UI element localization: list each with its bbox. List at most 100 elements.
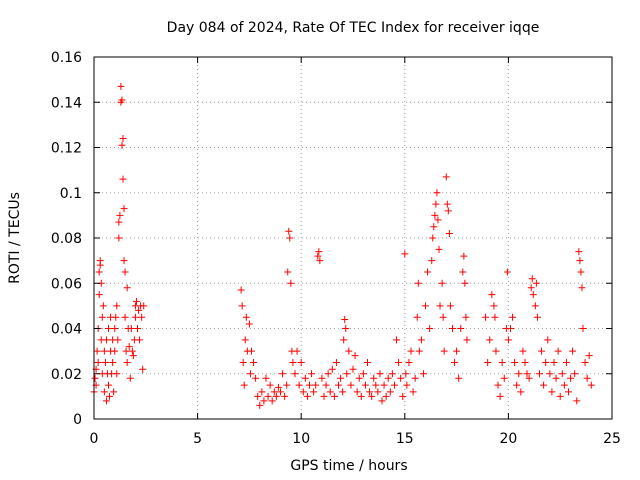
data-point xyxy=(567,374,575,382)
data-point xyxy=(284,268,292,276)
data-point xyxy=(407,347,415,355)
data-point xyxy=(504,336,512,344)
data-point xyxy=(123,358,131,366)
data-point xyxy=(552,374,560,382)
y-tick-label: 0.08 xyxy=(51,231,82,247)
x-axis-label: GPS time / hours xyxy=(290,458,407,474)
data-point xyxy=(98,313,106,321)
data-point xyxy=(100,347,108,355)
data-point xyxy=(433,189,441,197)
data-point xyxy=(380,381,388,389)
y-tick-labels: 0 0.02 0.04 0.06 0.08 0.1 0.12 0.14 0.16 xyxy=(51,50,82,428)
data-point xyxy=(332,358,340,366)
data-point xyxy=(578,284,586,292)
data-point xyxy=(312,381,320,389)
data-point xyxy=(303,392,311,400)
data-point xyxy=(503,268,511,276)
data-point xyxy=(95,268,103,276)
data-point xyxy=(455,374,463,382)
data-point xyxy=(546,370,554,378)
data-point xyxy=(361,381,369,389)
data-point xyxy=(318,374,326,382)
data-point xyxy=(111,347,119,355)
data-point xyxy=(295,381,303,389)
data-point xyxy=(443,200,451,208)
data-point xyxy=(528,275,536,283)
data-point xyxy=(308,370,316,378)
data-point xyxy=(372,381,380,389)
data-point xyxy=(355,374,363,382)
data-point xyxy=(556,392,564,400)
data-point xyxy=(93,347,101,355)
data-point xyxy=(500,374,508,382)
data-point xyxy=(388,370,396,378)
data-point xyxy=(239,358,247,366)
data-point xyxy=(125,343,133,351)
data-point xyxy=(370,374,378,382)
data-point xyxy=(498,358,506,366)
data-point xyxy=(431,211,439,219)
y-tick-label: 0.12 xyxy=(51,141,82,157)
data-point xyxy=(494,381,502,389)
data-point xyxy=(529,291,537,299)
data-point xyxy=(128,347,136,355)
data-point xyxy=(525,374,533,382)
data-point xyxy=(258,388,266,396)
x-tick-labels: 0 5 10 15 20 25 xyxy=(90,431,621,447)
data-point xyxy=(315,248,323,256)
data-point xyxy=(310,388,318,396)
data-point xyxy=(299,388,307,396)
data-point xyxy=(326,388,334,396)
data-point xyxy=(105,325,113,332)
data-point xyxy=(364,358,372,366)
chart-title: Day 084 of 2024, Rate Of TEC Index for r… xyxy=(167,20,540,36)
data-point xyxy=(414,279,422,287)
data-point xyxy=(413,313,421,321)
data-point xyxy=(100,388,108,396)
data-point xyxy=(322,381,330,389)
data-point xyxy=(440,347,448,355)
data-point xyxy=(345,347,353,355)
data-point xyxy=(490,302,498,310)
data-point xyxy=(102,397,110,405)
data-point xyxy=(119,134,127,142)
data-point xyxy=(384,374,392,382)
data-point xyxy=(120,205,128,213)
data-point xyxy=(376,370,384,378)
data-point xyxy=(402,370,410,378)
data-point xyxy=(435,245,443,253)
data-point xyxy=(448,325,456,332)
data-point xyxy=(115,218,123,226)
data-point xyxy=(405,358,413,366)
data-point xyxy=(548,388,556,396)
data-point xyxy=(320,392,328,400)
data-point xyxy=(488,291,496,299)
data-point xyxy=(316,257,324,265)
data-point xyxy=(286,234,294,242)
data-point xyxy=(544,336,552,344)
tick-marks xyxy=(93,56,613,420)
data-point xyxy=(535,370,543,378)
data-point xyxy=(102,336,110,344)
data-point xyxy=(424,268,432,276)
data-point xyxy=(445,229,453,237)
data-point xyxy=(293,347,301,355)
data-point xyxy=(131,313,139,321)
data-point xyxy=(397,374,405,382)
data-point xyxy=(111,325,119,332)
grid-lines xyxy=(94,57,612,419)
data-point xyxy=(533,313,541,321)
data-point xyxy=(129,352,137,360)
data-point xyxy=(254,392,262,400)
data-point xyxy=(274,383,282,391)
data-point xyxy=(403,381,411,389)
data-point xyxy=(351,352,359,360)
data-point xyxy=(459,268,467,276)
y-tick-label: 0.02 xyxy=(51,367,82,383)
data-point xyxy=(330,392,338,400)
data-point xyxy=(357,392,365,400)
data-point xyxy=(105,381,113,389)
data-point xyxy=(247,347,255,355)
y-tick-label: 0 xyxy=(73,412,82,428)
